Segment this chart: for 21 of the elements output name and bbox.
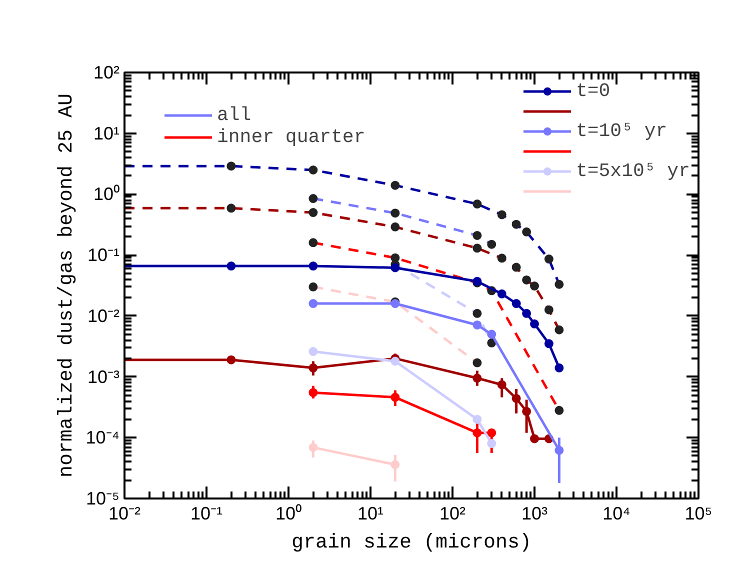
legend-label: t=0 [576,80,610,102]
annotation: inner quarter [217,126,366,148]
x-tick-label: 10⁻¹ [190,504,223,524]
y-tick-label: 10⁻³ [87,366,120,387]
x-tick-label: 10² [439,504,466,524]
x-tick-label: 10¹ [357,504,384,524]
legend-label: t=10⁵ yr [576,120,668,142]
x-tick-label: 10⁰ [275,504,302,524]
y-tick-label: 10⁻² [87,306,120,326]
x-tick-label: 10³ [521,504,548,524]
y-tick-label: 10⁰ [93,184,120,204]
y-axis-title: normalized dust/gas beyond 25 AU [56,93,79,478]
legend-label: t=5x10⁵ yr [576,160,690,182]
y-tick-label: 10¹ [93,123,120,144]
x-axis-title: grain size (microns) [291,532,532,554]
x-tick-label: 10⁵ [684,504,712,524]
annotation: all [217,104,252,126]
y-tick-label: 10² [93,62,120,82]
y-tick-label: 10⁻¹ [87,245,120,266]
y-tick-label: 10⁻⁴ [86,428,120,448]
x-tick-label: 10⁴ [602,504,630,524]
